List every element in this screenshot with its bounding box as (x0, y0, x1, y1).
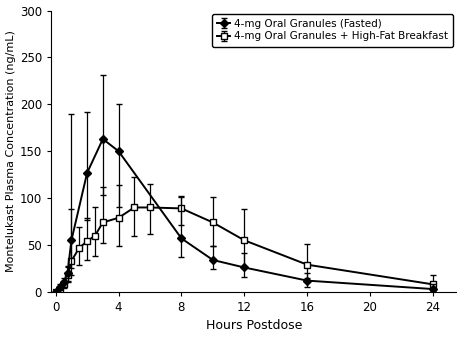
Legend: 4-mg Oral Granules (Fasted), 4-mg Oral Granules + High-Fat Breakfast: 4-mg Oral Granules (Fasted), 4-mg Oral G… (212, 14, 453, 47)
X-axis label: Hours Postdose: Hours Postdose (206, 319, 302, 333)
Y-axis label: Montelukast Plasma Concentration (ng/mL): Montelukast Plasma Concentration (ng/mL) (6, 30, 16, 272)
